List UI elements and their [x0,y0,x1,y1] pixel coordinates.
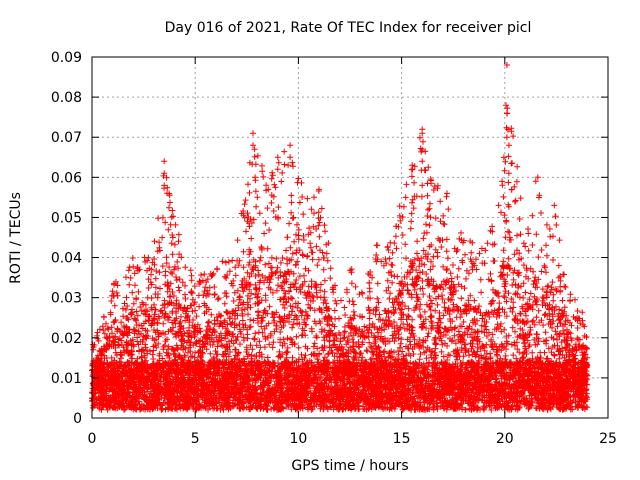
x-tick-label: 15 [393,431,411,447]
x-axis-label: GPS time / hours [291,458,408,474]
x-tick-label: 0 [88,431,97,447]
y-axis-label: ROTI / TECUs [8,192,24,284]
y-tick-label: 0.01 [51,371,82,387]
x-tick-label: 5 [191,431,200,447]
roti-marker-series [89,62,591,413]
y-tick-label: 0.06 [51,170,82,186]
axis-ticks: 0 5 10 15 20 25 0 0.01 0.02 0.03 0.04 0.05 0.06 0.07 0… [51,50,617,447]
plot-frame [91,56,609,419]
x-tick-label: 10 [289,431,307,447]
data-points [89,62,591,413]
x-tick-label: 25 [599,431,617,447]
y-tick-label: 0.07 [51,130,82,146]
x-tick-label: 20 [496,431,514,447]
y-tick-label: 0.04 [51,251,82,267]
chart-title: Day 016 of 2021, Rate Of TEC Index for r… [165,20,532,36]
y-tick-label: 0.03 [51,291,82,307]
y-tick-label: 0 [73,411,82,427]
y-tick-label: 0.05 [51,210,82,226]
y-tick-label: 0.08 [51,90,82,106]
y-tick-label: 0.02 [51,331,82,347]
y-tick-label: 0.09 [51,50,82,66]
